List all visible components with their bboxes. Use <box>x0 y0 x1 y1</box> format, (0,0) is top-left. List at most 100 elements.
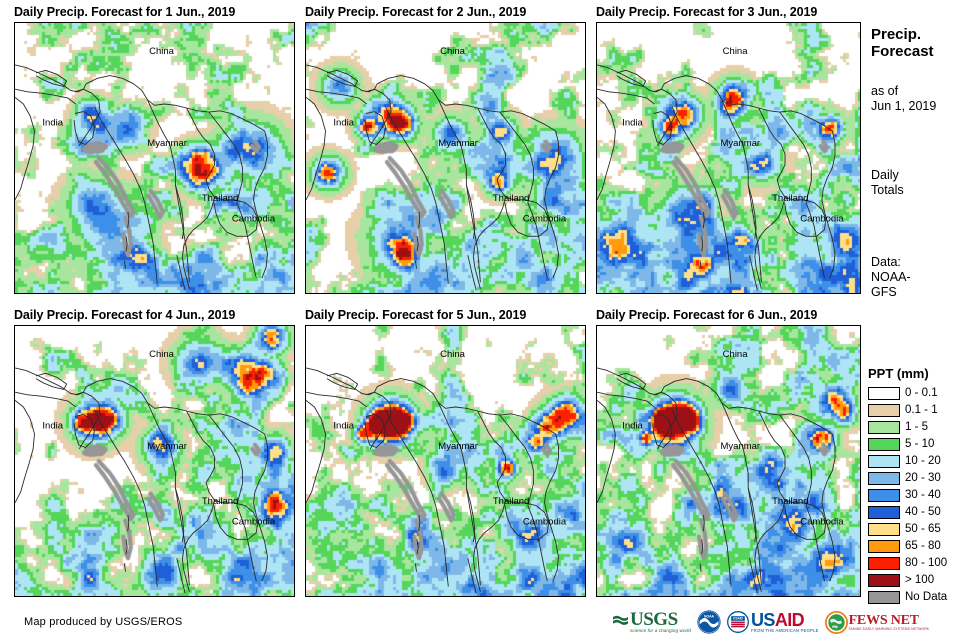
country-label: Thailand <box>202 496 238 507</box>
legend-item: 65 - 80 <box>868 538 967 554</box>
country-borders: China India Myanmar Thailand Cambodia <box>597 349 844 594</box>
usaid-logo: USAID USAID FROM THE AMERICAN PEOPLE <box>727 611 819 633</box>
usgs-logo: USGS science for a changing world <box>612 610 691 633</box>
data-line3: GFS <box>871 285 897 299</box>
precipitation-raster <box>15 23 294 293</box>
panel-3[interactable]: Daily Precip. Forecast for 3 Jun., 2019 C… <box>596 5 861 294</box>
precipitation-raster <box>306 326 585 596</box>
legend-swatch <box>868 522 900 536</box>
map-frame[interactable]: China India Myanmar Thailand Cambodia <box>596 325 861 597</box>
precipitation-raster <box>15 326 294 596</box>
panel-5[interactable]: Daily Precip. Forecast for 5 Jun., 2019 C… <box>305 308 586 597</box>
country-label: Thailand <box>202 193 238 204</box>
country-label: Myanmar <box>438 441 478 452</box>
legend-label: 1 - 5 <box>905 421 929 433</box>
panel-2[interactable]: Daily Precip. Forecast for 2 Jun., 2019 C… <box>305 5 586 294</box>
legend-label: 20 - 30 <box>905 472 941 484</box>
legend-title: PPT (mm) <box>868 366 929 381</box>
fews-globe-icon <box>824 610 848 634</box>
asof-line1: as of <box>871 84 899 98</box>
sidebar-totals: Daily Totals <box>871 168 967 198</box>
legend-item: 80 - 100 <box>868 555 967 571</box>
country-label: China <box>149 349 175 360</box>
panel-1[interactable]: Daily Precip. Forecast for 1 Jun., 2019 C… <box>14 5 295 294</box>
legend-swatch <box>868 539 900 553</box>
legend-swatch <box>868 471 900 485</box>
country-label: Thailand <box>493 193 529 204</box>
legend-item: > 100 <box>868 572 967 588</box>
legend-swatch <box>868 590 900 604</box>
asof-line2: Jun 1, 2019 <box>871 99 937 113</box>
legend-label: 5 - 10 <box>905 438 935 450</box>
map-frame[interactable]: China India Myanmar Thailand Cambodia <box>596 22 861 294</box>
country-borders: China India Myanmar Thailand Cambodia <box>306 46 567 291</box>
country-label: China <box>723 349 749 360</box>
svg-text:NOAA: NOAA <box>704 614 715 618</box>
country-label: India <box>42 421 63 432</box>
noaa-seal-icon: NOAA <box>697 610 721 634</box>
map-frame[interactable]: China India Myanmar Thailand Cambodia <box>14 325 295 597</box>
sidebar-asof: as of Jun 1, 2019 <box>871 84 967 114</box>
country-label: China <box>440 46 466 57</box>
country-label: India <box>622 118 643 129</box>
legend-label: 50 - 65 <box>905 523 941 535</box>
panel-6[interactable]: Daily Precip. Forecast for 6 Jun., 2019 C… <box>596 308 861 597</box>
country-borders: China India Myanmar Thailand Cambodia <box>597 46 844 291</box>
legend-item: 10 - 20 <box>868 453 967 469</box>
sidebar-title-line1: Precip. <box>871 26 922 43</box>
country-label: Thailand <box>772 496 808 507</box>
noaa-logo: NOAA <box>697 610 721 634</box>
panel-title: Daily Precip. Forecast for 3 Jun., 2019 <box>596 5 818 19</box>
country-label: Myanmar <box>147 441 187 452</box>
country-label: India <box>622 421 643 432</box>
logo-bar: USGS science for a changing world NOAA U… <box>612 609 929 635</box>
country-label: Cambodia <box>232 213 276 224</box>
data-line2: NOAA- <box>871 270 911 284</box>
map-frame[interactable]: China India Myanmar Thailand Cambodia <box>305 22 586 294</box>
legend-swatch <box>868 573 900 587</box>
country-label: Cambodia <box>523 213 567 224</box>
legend-swatch <box>868 556 900 570</box>
map-credit: Map produced by USGS/EROS <box>24 616 183 628</box>
country-label: Cambodia <box>800 213 844 224</box>
legend-item: 30 - 40 <box>868 487 967 503</box>
country-label: Thailand <box>493 496 529 507</box>
panel-title: Daily Precip. Forecast for 1 Jun., 2019 <box>14 5 236 19</box>
map-frame[interactable]: China India Myanmar Thailand Cambodia <box>305 325 586 597</box>
country-label: China <box>440 349 466 360</box>
legend-swatch <box>868 420 900 434</box>
country-borders: China India Myanmar Thailand Cambodia <box>306 349 567 594</box>
legend-item: No Data <box>868 589 967 605</box>
legend-label: > 100 <box>905 574 935 586</box>
legend-label: No Data <box>905 591 948 603</box>
usgs-wave-icon <box>613 615 628 625</box>
panel-title: Daily Precip. Forecast for 4 Jun., 2019 <box>14 308 236 322</box>
legend-rows: 0 - 0.1 0.1 - 1 1 - 5 5 - 10 10 - 20 20 - 30 3… <box>868 385 967 605</box>
legend-item: 50 - 65 <box>868 521 967 537</box>
legend-item: 20 - 30 <box>868 470 967 486</box>
legend-label: 10 - 20 <box>905 455 941 467</box>
panel-4[interactable]: Daily Precip. Forecast for 4 Jun., 2019 C… <box>14 308 295 597</box>
totals-line1: Daily <box>871 168 899 182</box>
legend-item: 0.1 - 1 <box>868 402 967 418</box>
fews-wordmark: FEWS NET <box>848 612 920 628</box>
totals-line2: Totals <box>871 183 904 197</box>
legend-swatch <box>868 488 900 502</box>
usaid-tagline: FROM THE AMERICAN PEOPLE <box>751 627 819 633</box>
map-frame[interactable]: China India Myanmar Thailand Cambodia <box>14 22 295 294</box>
legend-item: 5 - 10 <box>868 436 967 452</box>
legend-label: 0.1 - 1 <box>905 404 938 416</box>
country-label: Cambodia <box>232 516 276 527</box>
legend-swatch <box>868 403 900 417</box>
legend: PPT (mm) 0 - 0.1 0.1 - 1 1 - 5 5 - 10 10 - 2… <box>868 366 967 606</box>
precipitation-raster <box>597 23 860 293</box>
sidebar-header: Precip. Forecast <box>871 26 967 60</box>
country-label: Thailand <box>772 193 808 204</box>
usaid-seal-icon: USAID <box>727 611 749 633</box>
usaid-wordmark: USAID <box>751 609 805 630</box>
legend-item: 0 - 0.1 <box>868 385 967 401</box>
sidebar-data-source: Data: NOAA- GFS <box>871 255 967 300</box>
panel-title: Daily Precip. Forecast for 6 Jun., 2019 <box>596 308 818 322</box>
country-label: Cambodia <box>523 516 567 527</box>
